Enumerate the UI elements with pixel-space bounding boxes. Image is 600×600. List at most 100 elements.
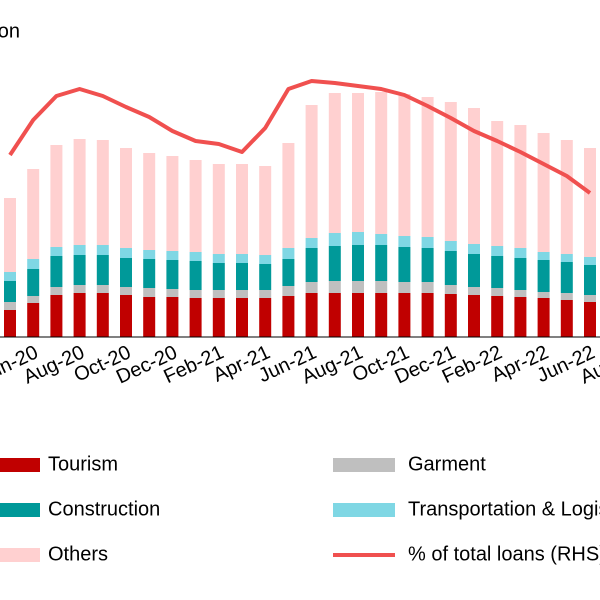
bar-segment xyxy=(212,290,225,298)
bar-segment xyxy=(468,295,480,337)
bar-segment xyxy=(560,293,573,300)
bar-segment xyxy=(143,153,156,250)
bar-segment xyxy=(398,247,411,282)
bar-segment xyxy=(560,140,573,254)
bar-segment xyxy=(328,246,341,281)
bar-segment xyxy=(352,93,364,232)
bar-segment xyxy=(560,300,573,337)
bar-segment xyxy=(537,292,550,298)
bar-segment xyxy=(444,241,457,251)
legend-label: Others xyxy=(48,543,108,565)
bar-segment xyxy=(27,169,40,259)
legend-swatch xyxy=(0,458,40,472)
bar-segment xyxy=(375,245,388,281)
legend-label: % of total loans (RHS) xyxy=(408,543,600,565)
bar-segment xyxy=(282,296,295,337)
bar-segment xyxy=(560,262,573,293)
bar-segment xyxy=(514,258,527,290)
bar-segment xyxy=(120,248,132,258)
bar-segment xyxy=(398,282,411,293)
bar-segment xyxy=(328,233,341,246)
bar-segment xyxy=(73,285,86,293)
chart-title: USD billion xyxy=(0,20,20,42)
bar-segment xyxy=(537,260,550,292)
bar-segment xyxy=(73,139,86,245)
bar-segment xyxy=(27,269,40,296)
bar-segment xyxy=(73,293,86,337)
bar-segment xyxy=(328,93,341,233)
bar-segment xyxy=(398,293,411,337)
bar-segment xyxy=(27,259,40,269)
bar-segment xyxy=(514,290,527,297)
bar-segment xyxy=(4,272,16,281)
bar-segment xyxy=(491,288,504,296)
bar-segment xyxy=(189,160,202,252)
bar-segment xyxy=(468,287,480,295)
bar-segment xyxy=(212,254,225,263)
legend-swatch xyxy=(0,548,40,562)
legend-label: Construction xyxy=(48,498,160,520)
bar-segment xyxy=(212,263,225,290)
bar-segment xyxy=(27,296,40,303)
bar-segment xyxy=(143,288,156,297)
bar-segment xyxy=(514,125,527,248)
bar-segment xyxy=(212,298,225,337)
bar-segment xyxy=(189,252,202,261)
bar-segment xyxy=(236,263,248,290)
bar-segment xyxy=(236,254,248,263)
bar-segment xyxy=(305,293,318,337)
bar-segment xyxy=(236,298,248,337)
bar-segment xyxy=(398,94,411,236)
bar-segment xyxy=(444,285,457,294)
bar-segment xyxy=(96,293,109,337)
bar-segment xyxy=(50,256,63,287)
legend-swatch xyxy=(333,503,395,517)
bar-segment xyxy=(444,102,457,241)
bar-segment xyxy=(444,294,457,337)
bar-segment xyxy=(236,164,248,254)
bar-segment xyxy=(375,92,388,234)
bar-segment xyxy=(514,248,527,258)
bar-segment xyxy=(259,166,272,255)
bar-segment xyxy=(4,310,16,337)
bar-segment xyxy=(282,248,295,259)
bar-segment xyxy=(166,156,179,251)
bar-segment xyxy=(491,256,504,288)
bar-segment xyxy=(305,238,318,248)
bar-segment xyxy=(352,293,364,337)
bar-segment xyxy=(96,255,109,285)
bar-segment xyxy=(491,246,504,256)
bar-segment xyxy=(584,265,596,295)
bar-segment xyxy=(259,290,272,298)
bar-segment xyxy=(96,140,109,245)
bar-segment xyxy=(421,293,434,337)
bar-segment xyxy=(4,281,16,302)
bar-segment xyxy=(143,297,156,337)
bar-segment xyxy=(166,260,179,289)
bar-segment xyxy=(514,297,527,337)
bar-segment xyxy=(421,282,434,293)
bar-segment xyxy=(491,121,504,246)
bar-segment xyxy=(27,303,40,337)
bar-segment xyxy=(120,148,132,248)
bar-segment xyxy=(421,248,434,282)
legend-swatch xyxy=(0,503,40,517)
bar-segment xyxy=(282,286,295,296)
bar-segment xyxy=(282,143,295,248)
bar-segment xyxy=(305,248,318,282)
bar-segment xyxy=(189,298,202,337)
bar-segment xyxy=(375,281,388,293)
bar-segment xyxy=(166,289,179,297)
bar-segment xyxy=(259,298,272,337)
bar-segment xyxy=(328,281,341,293)
bar-segment xyxy=(421,237,434,248)
bar-segment xyxy=(352,245,364,281)
bar-segment xyxy=(537,252,550,260)
bar-segment xyxy=(96,285,109,293)
bar-segment xyxy=(328,293,341,337)
bar-segment xyxy=(73,245,86,255)
bar-segment xyxy=(584,148,596,257)
line-series xyxy=(8,79,592,195)
bar-segment xyxy=(50,295,63,337)
bar-segment xyxy=(375,234,388,245)
